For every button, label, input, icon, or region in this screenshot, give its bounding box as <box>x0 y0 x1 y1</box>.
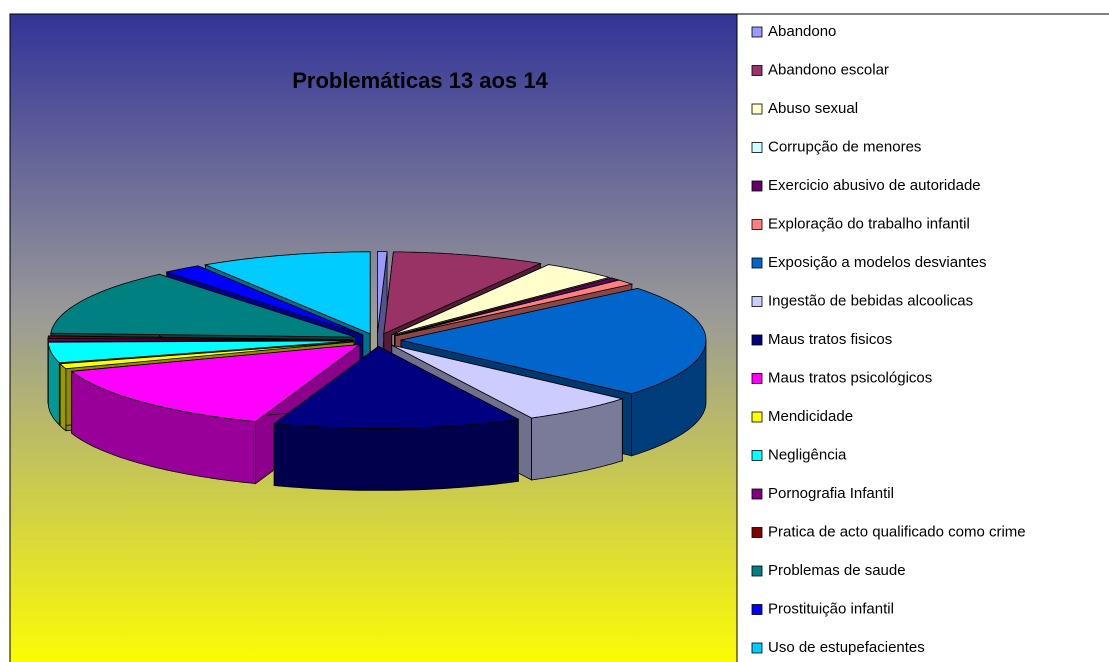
slice-top <box>395 279 634 337</box>
legend-label: Abuso sexual <box>768 100 858 117</box>
slice-top <box>203 251 371 335</box>
legend-swatch <box>751 334 763 346</box>
slice-top <box>50 273 356 338</box>
slice-top <box>391 264 611 336</box>
legend-swatch <box>751 180 763 192</box>
slice-top <box>383 251 542 335</box>
legend-label: Exploração do trabalho infantil <box>768 215 970 232</box>
legend-swatch <box>751 450 763 461</box>
legend-swatch <box>751 219 763 230</box>
legend-label: Negligência <box>768 446 847 463</box>
legend-label: Corrupção de menores <box>768 138 921 155</box>
legend-swatch <box>751 373 763 384</box>
slice <box>273 345 520 491</box>
slice-top <box>391 344 624 419</box>
slice-wall <box>59 362 67 432</box>
slice-top <box>273 345 520 429</box>
legend-label: Pratica de acto qualificado como crime <box>768 523 1026 540</box>
slice-top <box>394 277 619 336</box>
legend-swatch <box>751 527 763 538</box>
slice-top <box>47 335 354 341</box>
legend-label: Abandono escolar <box>768 61 889 78</box>
slice-wall <box>273 418 519 491</box>
legend-swatch <box>751 642 763 654</box>
slice-top <box>59 341 355 370</box>
legend: Abandono Abandono escolar Abuso sexual Corr… <box>751 23 1026 656</box>
slice-top <box>47 340 354 364</box>
legend-label: Ingestão de bebidas alcoolicas <box>768 292 973 309</box>
slice-top <box>165 265 363 336</box>
legend-swatch <box>751 26 763 38</box>
legend-swatch <box>751 411 763 423</box>
legend-swatch <box>751 257 763 269</box>
legend-swatch <box>751 65 763 76</box>
legend-label: Pornografia Infantil <box>768 485 894 502</box>
legend-label: Uso de estupefacientes <box>768 639 925 656</box>
slice-top <box>400 287 707 395</box>
legend-label: Prostituição infantil <box>768 600 894 617</box>
legend-label: Abandono <box>768 23 836 40</box>
legend-label: Maus tratos fisicos <box>768 331 892 348</box>
legend-swatch <box>751 488 763 500</box>
slice-top <box>47 338 354 342</box>
legend-label: Maus tratos psicológicos <box>768 369 932 386</box>
legend-swatch <box>751 604 763 615</box>
legend-label: Mendicidade <box>768 408 853 425</box>
slice-top <box>70 343 362 423</box>
legend-label: Exercicio abusivo de autoridade <box>768 177 981 194</box>
legend-label: Exposição a modelos desviantes <box>768 254 986 271</box>
legend-swatch <box>751 142 763 153</box>
pie <box>47 251 707 491</box>
legend-swatch <box>751 103 763 115</box>
chart-title: Problemáticas 13 aos 14 <box>292 68 548 93</box>
slice-top <box>377 251 388 334</box>
legend-swatch <box>751 565 763 577</box>
legend-label: Problemas de saude <box>768 562 906 579</box>
legend-swatch <box>751 296 763 307</box>
